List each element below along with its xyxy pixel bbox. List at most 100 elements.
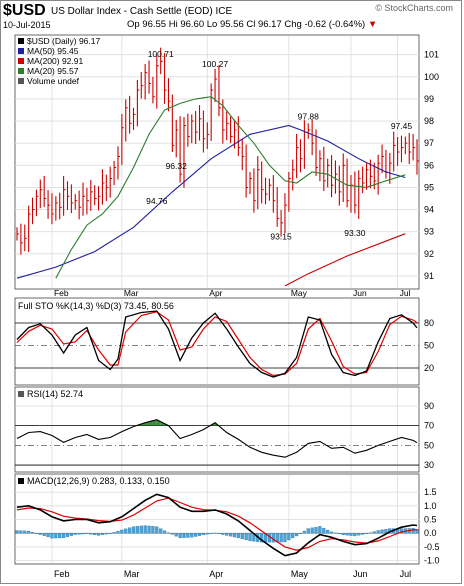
macd-histogram-bar xyxy=(279,533,283,543)
macd-histogram-bar xyxy=(178,533,182,539)
macd-histogram-bar xyxy=(306,528,310,534)
macd-histogram-bar xyxy=(310,527,314,534)
macd-histogram-bar xyxy=(287,533,291,541)
macd-histogram-bar xyxy=(217,533,221,534)
price-y-tick-label: 95 xyxy=(424,182,434,192)
bottom-month-label: May xyxy=(291,569,309,579)
ticker-symbol: $USD xyxy=(3,2,46,19)
price-y-tick-label: 92 xyxy=(424,249,434,259)
rsi-legend-swatch xyxy=(18,391,24,397)
stoch-y-tick-label: 50 xyxy=(424,341,434,351)
price-y-tick-label: 101 xyxy=(424,50,439,60)
price-annotation: 93.30 xyxy=(344,228,366,238)
macd-histogram-bar xyxy=(100,533,105,535)
price-y-tick-label: 100 xyxy=(424,72,439,82)
legend-swatch xyxy=(18,58,24,64)
macd-histogram-bar xyxy=(201,533,206,536)
panel-frame-price xyxy=(14,34,420,290)
macd-histogram-bar xyxy=(116,530,120,534)
macd-histogram-bar xyxy=(124,528,128,534)
macd-y-tick-label: 1.5 xyxy=(424,487,437,497)
macd-histogram-bar xyxy=(240,533,244,540)
macd-histogram-bar xyxy=(244,533,248,541)
macd-histogram-bar xyxy=(85,533,89,534)
macd-histogram-bar xyxy=(15,530,19,534)
macd-histogram-bar xyxy=(77,533,81,535)
price-y-tick-label: 98 xyxy=(424,116,434,126)
macd-histogram-bar xyxy=(61,533,66,539)
macd-histogram-bar xyxy=(326,529,330,534)
legend-swatch xyxy=(18,38,24,44)
macd-histogram-bar xyxy=(58,533,62,539)
price-legend-entry: Volume undef xyxy=(27,76,80,86)
rsi-y-tick-label: 90 xyxy=(424,401,434,411)
legend-swatch xyxy=(18,78,24,84)
macd-histogram-bar xyxy=(341,533,345,536)
macd-histogram-bar xyxy=(298,533,303,534)
legend-swatch xyxy=(18,68,24,74)
price-y-tick-label: 96 xyxy=(424,160,434,170)
macd-histogram-bar xyxy=(318,526,322,534)
rsi-y-tick-label: 30 xyxy=(424,460,434,470)
price-annotation: 100.27 xyxy=(202,59,228,69)
macd-histogram-bar xyxy=(190,533,194,538)
macd-histogram-bar xyxy=(19,530,23,534)
ticker-description: US Dollar Index - Cash Settle (EOD) ICE xyxy=(51,6,233,17)
rsi-line xyxy=(16,419,418,458)
stoch-y-tick-label: 20 xyxy=(424,363,434,373)
macd-histogram-bar xyxy=(271,533,275,543)
rsi-y-tick-label: 70 xyxy=(424,421,434,431)
macd-histogram-bar xyxy=(333,532,338,534)
macd-histogram-bar xyxy=(170,533,174,535)
macd-histogram-bar xyxy=(415,528,419,534)
rsi-overbought-fill xyxy=(152,419,157,426)
x-axis-month-label: Jul xyxy=(400,288,411,298)
macd-histogram-bar xyxy=(96,533,101,536)
down-arrow-icon: ▼ xyxy=(367,19,378,30)
macd-histogram-bar xyxy=(46,533,50,538)
macd-histogram-bar xyxy=(205,533,209,535)
macd-histogram-bar xyxy=(73,533,77,535)
macd-histogram-bar xyxy=(194,533,198,537)
stoch-legend: Full STO %K(14,3) %D(3) 73.45, 80.56 xyxy=(18,301,174,311)
panel-frame-stochastic xyxy=(14,297,420,386)
macd-histogram-bar xyxy=(368,532,373,534)
macd-histogram-bar xyxy=(291,533,295,539)
macd-histogram-bar xyxy=(248,533,252,542)
macd-histogram-bar xyxy=(228,533,233,537)
macd-histogram-bar xyxy=(197,533,202,536)
ma50-line xyxy=(16,124,406,279)
price-annotation: 96.32 xyxy=(166,161,188,171)
macd-histogram-bar xyxy=(329,531,334,534)
macd-histogram-bar xyxy=(213,532,217,534)
macd-histogram-bar xyxy=(131,526,136,534)
macd-histogram-bar xyxy=(182,533,186,538)
legend-swatch xyxy=(18,48,24,54)
price-legend-entry: $USD (Daily) 96.17 xyxy=(27,36,100,46)
macd-y-tick-label: -1.0 xyxy=(424,556,440,566)
macd-histogram-bar xyxy=(345,533,349,536)
bottom-month-label: Apr xyxy=(209,569,223,579)
price-y-tick-label: 99 xyxy=(424,94,434,104)
macd-histogram-bar xyxy=(225,533,229,536)
rsi-y-tick-label: 50 xyxy=(424,440,434,450)
macd-histogram-bar xyxy=(209,533,213,534)
macd-histogram-bar xyxy=(162,530,167,534)
macd-y-tick-label: 1.0 xyxy=(424,501,437,511)
x-axis-month-label: Apr xyxy=(209,288,222,298)
price-y-tick-label: 97 xyxy=(424,138,434,148)
panel-frame-rsi xyxy=(14,386,420,473)
price-annotation: 97.45 xyxy=(391,121,413,131)
bottom-month-label: Mar xyxy=(124,569,140,579)
price-legend-entry: MA(200) 92.91 xyxy=(27,56,83,66)
macd-line xyxy=(16,493,418,557)
price-annotation: 94.76 xyxy=(146,196,168,206)
macd-histogram-bar xyxy=(151,526,155,534)
macd-histogram-bar xyxy=(357,533,361,536)
macd-histogram-bar xyxy=(337,533,341,535)
macd-legend-swatch xyxy=(18,478,24,484)
stoch-k-line xyxy=(16,310,418,378)
bottom-month-label: Feb xyxy=(54,569,70,579)
